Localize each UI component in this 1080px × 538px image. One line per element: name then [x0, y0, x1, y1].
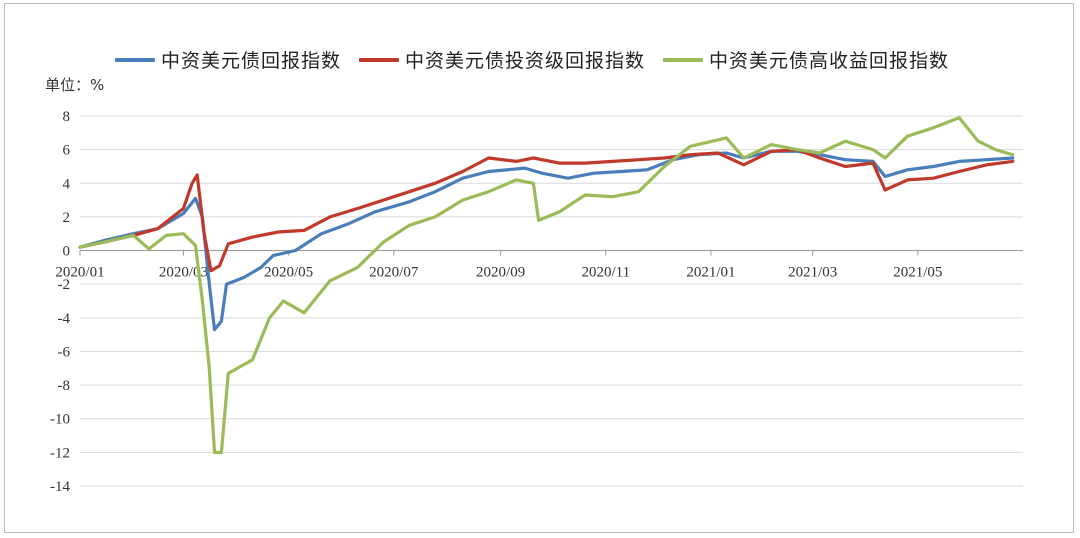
legend-swatch	[359, 57, 400, 62]
y-tick-label: 2	[63, 210, 71, 226]
series-line-0	[78, 149, 1015, 332]
y-tick-label: -8	[58, 378, 71, 394]
legend-swatch	[663, 57, 704, 62]
x-tick-label: 2020/05	[264, 265, 313, 281]
legend-item-2: 中资美元债高收益回报指数	[663, 46, 949, 73]
legend-label: 中资美元债高收益回报指数	[709, 50, 950, 72]
x-tick-label: 2021/01	[686, 265, 735, 281]
y-tick-label: -12	[50, 445, 70, 461]
x-tick-label: 2021/03	[788, 265, 837, 281]
line-chart: 8 6 4 2 0 -2 -4 -6 -8 -10 -12 -14 2020/01 2020/03 2020…	[50, 109, 1023, 495]
x-tick-label: 2021/05	[893, 265, 942, 281]
axis-layer: 8 6 4 2 0 -2 -4 -6 -8 -10 -12 -14 2020/01 2020/03 2020…	[50, 109, 1023, 495]
legend-label: 中资美元债投资级回报指数	[405, 50, 646, 72]
x-tick-label: 2020/01	[55, 265, 104, 281]
grid-layer	[80, 115, 1023, 487]
legend-item-0: 中资美元债回报指数	[115, 46, 341, 73]
legend-label: 中资美元债回报指数	[161, 50, 342, 72]
x-tick-label: 2020/07	[369, 265, 419, 281]
x-tick-label: 2020/03	[159, 265, 208, 281]
series-line-2	[78, 116, 1015, 454]
y-tick-label: 0	[63, 244, 71, 260]
x-tick-label: 2020/11	[581, 265, 630, 281]
y-tick-label: 8	[63, 109, 71, 125]
series-layer	[78, 116, 1015, 454]
legend-item-1: 中资美元债投资级回报指数	[359, 46, 645, 73]
chart-frame: 8 6 4 2 0 -2 -4 -6 -8 -10 -12 -14 2020/01 2020/03 2020…	[4, 3, 1074, 533]
y-tick-label: -14	[50, 479, 70, 495]
series-line-1	[78, 148, 1015, 273]
y-tick-label: -6	[58, 344, 71, 360]
unit-label: 单位：%	[45, 76, 105, 94]
y-tick-label: 6	[63, 143, 71, 159]
chart-legend: 中资美元债回报指数 中资美元债投资级回报指数 中资美元债高收益回报指数	[115, 46, 949, 73]
legend-swatch	[115, 57, 155, 62]
x-tick-label: 2020/09	[476, 265, 525, 281]
y-tick-label: 4	[63, 176, 71, 192]
y-tick-label: -10	[50, 412, 70, 428]
y-tick-label: -2	[58, 277, 71, 293]
y-tick-label: -4	[58, 311, 71, 327]
